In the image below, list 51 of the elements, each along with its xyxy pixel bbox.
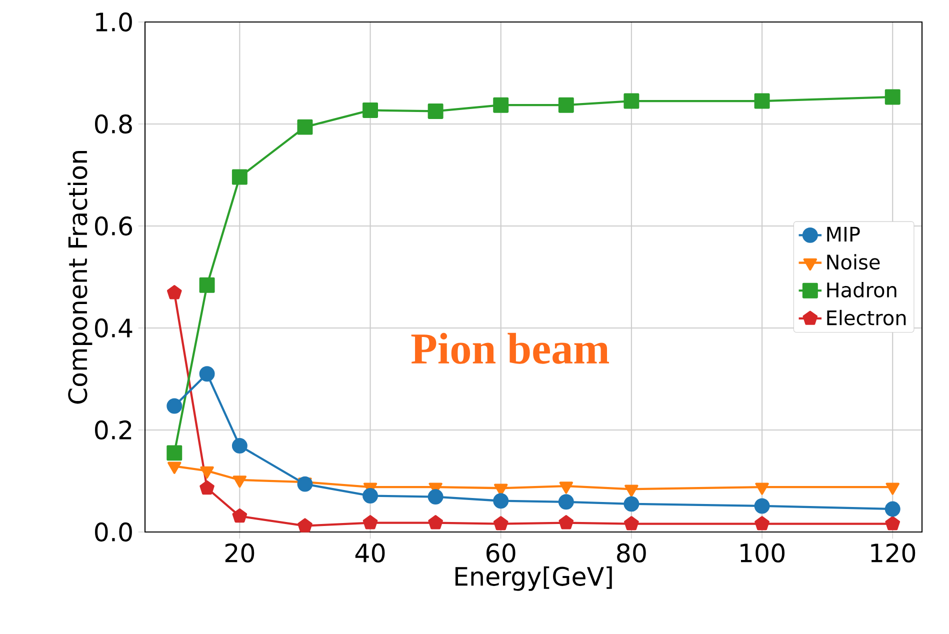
point — [232, 508, 248, 523]
point — [884, 501, 900, 517]
point — [754, 93, 770, 109]
x-tick-label: 40 — [355, 543, 385, 563]
point — [232, 438, 248, 454]
x-tick-label: 100 — [740, 543, 785, 563]
point — [428, 489, 444, 505]
point — [884, 89, 900, 105]
x-tick-label: 60 — [486, 543, 516, 563]
x-axis-title: Energy[GeV] — [455, 566, 612, 591]
point — [493, 493, 509, 509]
point — [754, 498, 770, 514]
point — [624, 516, 639, 530]
point — [558, 494, 574, 510]
point — [493, 516, 508, 530]
point — [199, 277, 215, 293]
point — [885, 516, 900, 530]
point — [297, 119, 313, 135]
y-tick-label: 0.4 — [95, 318, 132, 338]
x-tick-label: 80 — [617, 543, 646, 563]
point — [428, 515, 443, 530]
x-tick-label: 120 — [871, 543, 916, 563]
point — [493, 97, 509, 113]
point — [166, 398, 182, 414]
point — [624, 93, 640, 109]
y-tick-label: 0.2 — [95, 420, 132, 440]
y-tick-label: 0.8 — [95, 114, 132, 134]
point — [199, 366, 215, 382]
point — [624, 496, 640, 512]
point — [298, 518, 312, 532]
point — [200, 480, 214, 495]
y-tick-label: 0.0 — [95, 522, 132, 542]
point — [362, 488, 378, 504]
legend-label: Hadron — [827, 282, 896, 298]
point — [166, 285, 182, 300]
point — [362, 515, 378, 530]
point — [362, 102, 378, 118]
point — [558, 515, 574, 530]
y-tick-label: 0.6 — [95, 216, 132, 236]
point — [428, 104, 444, 119]
point — [166, 445, 182, 461]
legend-label: MIP — [827, 226, 860, 242]
annotation: Pion beam — [411, 332, 610, 364]
legend-label: Noise — [827, 254, 880, 270]
point — [558, 97, 574, 113]
point — [754, 516, 770, 530]
x-tick-label: 20 — [225, 543, 254, 563]
legend-label: Electron — [827, 310, 906, 326]
y-tick-label: 1.0 — [96, 12, 132, 32]
point — [232, 169, 248, 185]
y-axis-title: Component Fraction — [68, 150, 92, 404]
